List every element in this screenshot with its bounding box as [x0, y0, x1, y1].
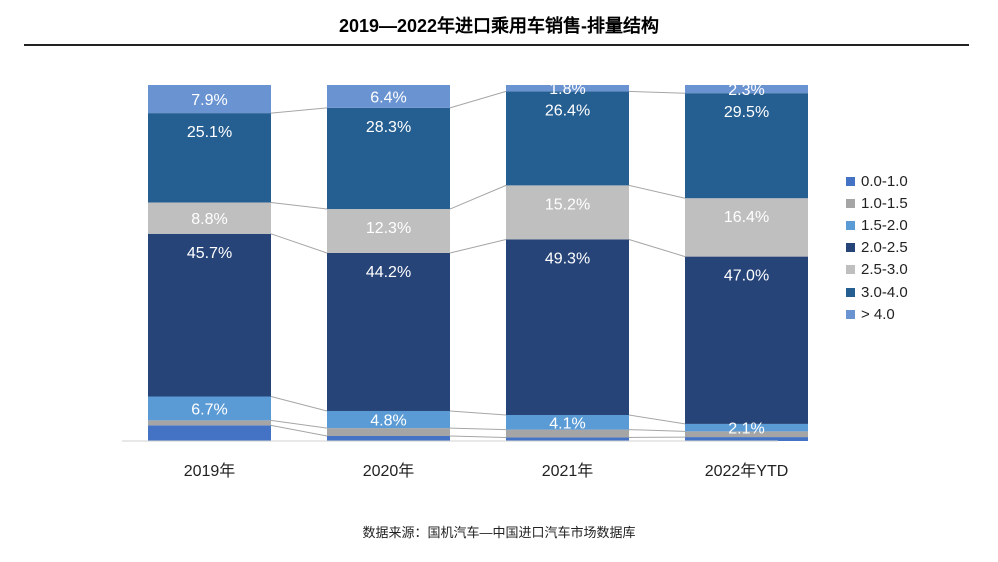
x-tick-label-0: 2019年	[184, 462, 236, 480]
legend-label: 1.5-2.0	[861, 216, 908, 234]
legend-item-2-0-2-5: 2.0-2.5	[846, 237, 908, 259]
data-label-1-5-2-0-1: 4.8%	[370, 413, 406, 430]
series-line-2-5-3-0	[270, 201, 328, 210]
bar-segment-4-0-3	[685, 85, 808, 94]
series-line-1-0-1-5	[628, 429, 686, 432]
bar-segment-1-5-2-0-0	[148, 396, 271, 421]
bar-segment-1-0-1-5-0	[148, 420, 271, 426]
series-line-2-0-2-5	[628, 239, 686, 258]
bar-segment-2-5-3-0-3	[685, 198, 808, 257]
data-labels: 6.7% 45.7% 8.8% 25.1% 7.9% 4.8% 44.2% 12.3% 28.3…	[187, 81, 769, 437]
data-label-3-0-4-0-3: 29.5%	[724, 104, 769, 121]
legend-swatch	[846, 243, 855, 253]
data-label-2-5-3-0-3: 16.4%	[724, 209, 769, 226]
bar-segment-0-0-1-0-0	[148, 425, 271, 441]
series-line-2-5-3-0	[449, 184, 507, 210]
bar-segment-2-5-3-0-2	[506, 185, 629, 240]
bar-segment-0-0-1-0-1	[327, 435, 450, 441]
legend-swatch	[846, 265, 855, 275]
legend-label: 1.0-1.5	[861, 194, 908, 212]
legend-item-0-0-1-0: 0.0-1.0	[846, 170, 908, 192]
legend-label: 2.5-3.0	[861, 261, 908, 279]
legend-label: 3.0-4.0	[861, 283, 908, 301]
title-divider	[24, 44, 969, 46]
bar-segment-3-0-4-0-0	[148, 113, 271, 203]
series-line-2-0-2-5	[449, 239, 507, 254]
series-line-3-0-4-0	[449, 90, 507, 109]
bar-segment-4-0-0	[148, 85, 271, 114]
data-label-2-5-3-0-0: 8.8%	[191, 211, 227, 228]
series-line-0-0-1-0	[449, 435, 507, 438]
legend-item-1-5-2-0: 1.5-2.0	[846, 214, 908, 236]
data-label-1-5-2-0-0: 6.7%	[191, 401, 227, 418]
x-tick-label-3: 2022年YTD	[705, 462, 789, 480]
legend-swatch	[846, 309, 855, 319]
series-line-3-0-4-0	[270, 107, 328, 114]
legend-label: > 4.0	[861, 305, 895, 323]
series-line-2-5-3-0	[628, 184, 686, 199]
data-label-3-0-4-0-1: 28.3%	[366, 119, 411, 136]
bar-segment-1-5-2-0-2	[506, 415, 629, 430]
data-label-1-5-2-0-3: 2.1%	[728, 421, 764, 438]
bar-segment-2-5-3-0-1	[327, 209, 450, 253]
data-label-2-0-2-5-3: 47.0%	[724, 268, 769, 285]
bar-segment-2-0-2-5-0	[148, 233, 271, 397]
series-line-2-0-2-5	[270, 233, 328, 254]
bar-group	[148, 85, 808, 441]
series-line-1-5-2-0	[270, 396, 328, 412]
legend-item-2-5-3-0: 2.5-3.0	[846, 259, 908, 281]
series-connector-lines	[270, 90, 686, 438]
series-line-1-0-1-5	[449, 427, 507, 431]
bar-segment-3-0-4-0-2	[506, 91, 629, 186]
legend-swatch	[846, 220, 855, 230]
legend-swatch	[846, 176, 855, 186]
bar-segment-2-0-2-5-2	[506, 239, 629, 416]
legend-item-4-0: > 4.0	[846, 303, 908, 325]
data-label-4-0-2: 1.8%	[549, 81, 585, 98]
data-label-2-0-2-5-0: 45.7%	[187, 245, 232, 262]
chart-legend: 0.0-1.0 1.0-1.5 1.5-2.0 2.0-2.5 2.5-3.0 3.0-4…	[846, 170, 908, 325]
data-label-4-0-1: 6.4%	[370, 89, 406, 106]
legend-label: 2.0-2.5	[861, 239, 908, 257]
series-line-0-0-1-0	[270, 424, 328, 437]
x-axis-tick-labels: 2019年 2020年 2021年 2022年YTD	[184, 462, 789, 480]
bar-segment-4-0-2	[506, 85, 629, 92]
bar-segment-2-0-2-5-3	[685, 256, 808, 424]
bar-segment-1-0-1-5-1	[327, 428, 450, 436]
bar-segment-1-0-1-5-3	[685, 431, 808, 438]
bar-segment-0-0-1-0-2	[506, 437, 629, 441]
chart-title: 2019—2022年进口乘用车销售-排量结构	[338, 16, 660, 36]
bar-segment-1-0-1-5-2	[506, 429, 629, 438]
series-line-1-0-1-5	[270, 419, 328, 429]
bar-segment-4-0-1	[327, 85, 450, 108]
data-label-3-0-4-0-0: 25.1%	[187, 124, 232, 141]
series-line-1-5-2-0	[628, 414, 686, 425]
bar-segment-1-5-2-0-1	[327, 410, 450, 429]
bar-segment-2-5-3-0-0	[148, 202, 271, 234]
data-label-2-0-2-5-2: 49.3%	[545, 251, 590, 268]
data-label-4-0-3: 2.3%	[728, 82, 764, 99]
legend-item-1-0-1-5: 1.0-1.5	[846, 192, 908, 214]
bar-segment-3-0-4-0-1	[327, 107, 450, 210]
data-label-1-5-2-0-2: 4.1%	[549, 415, 585, 432]
bar-segment-0-0-1-0-3	[685, 437, 808, 441]
data-label-2-5-3-0-1: 12.3%	[366, 220, 411, 237]
data-label-3-0-4-0-2: 26.4%	[545, 102, 590, 119]
bar-segment-1-5-2-0-3	[685, 423, 808, 432]
data-source-note: 数据来源：国机汽车—中国进口汽车市场数据库	[362, 525, 636, 540]
series-line-3-0-4-0	[628, 90, 686, 94]
data-label-2-5-3-0-2: 15.2%	[545, 196, 590, 213]
legend-swatch	[846, 198, 855, 208]
x-tick-label-2: 2021年	[542, 462, 594, 480]
data-label-2-0-2-5-1: 44.2%	[366, 264, 411, 281]
legend-swatch	[846, 287, 855, 297]
legend-label: 0.0-1.0	[861, 172, 908, 190]
x-tick-label-1: 2020年	[363, 462, 415, 480]
bar-segment-2-0-2-5-1	[327, 252, 450, 411]
legend-item-3-0-4-0: 3.0-4.0	[846, 281, 908, 303]
bar-segment-3-0-4-0-3	[685, 93, 808, 199]
data-label-4-0-0: 7.9%	[191, 92, 227, 109]
series-line-1-5-2-0	[449, 410, 507, 416]
